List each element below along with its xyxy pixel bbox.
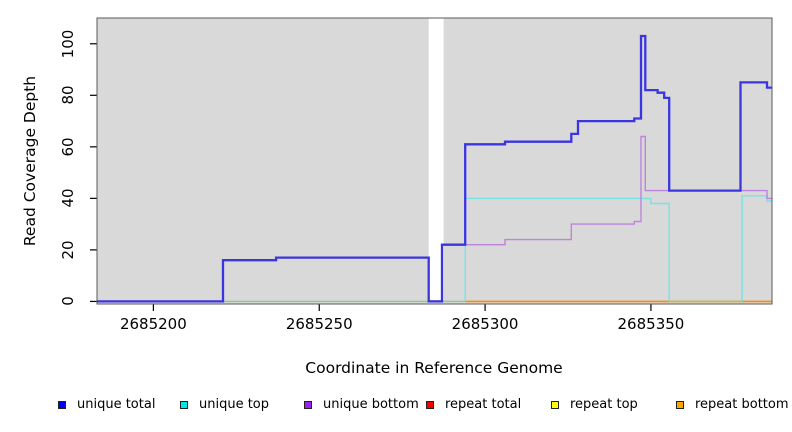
plot-border — [96, 17, 773, 305]
legend-item-unique-total: unique total — [58, 397, 155, 412]
legend-swatch-icon — [304, 400, 312, 409]
x-tick-label: 2685300 — [451, 315, 519, 333]
legend-swatch-icon — [58, 400, 66, 409]
legend-label: repeat bottom — [695, 397, 789, 412]
legend-item-unique-bottom: unique bottom — [304, 397, 419, 412]
x-tick-label: 2685250 — [285, 315, 353, 333]
legend-label: unique bottom — [323, 397, 419, 412]
y-tick-label: 80 — [59, 85, 77, 105]
coverage-gap-band — [428, 18, 444, 300]
y-tick-label: 100 — [59, 29, 77, 59]
legend-swatch-icon — [551, 400, 559, 409]
series-line-unique-total — [97, 34, 772, 303]
y-tick-label: 0 — [59, 296, 77, 307]
legend-swatch-icon — [180, 400, 188, 409]
legend-swatch-icon — [676, 400, 684, 409]
series-line-unique-bottom — [442, 135, 772, 246]
legend-label: unique total — [77, 397, 156, 412]
y-tick-label: 20 — [59, 240, 77, 260]
legend-swatch-icon — [426, 400, 434, 409]
legend-label: repeat top — [570, 397, 638, 412]
legend-label: unique top — [199, 397, 270, 412]
legend-item-unique-top: unique top — [180, 397, 269, 412]
legend-item-repeat-top: repeat top — [551, 397, 638, 412]
x-axis-title: Coordinate in Reference Genome — [305, 359, 563, 377]
y-axis-title: Read Coverage Depth — [21, 75, 39, 247]
x-tick-label: 2685350 — [617, 315, 685, 333]
legend-item-repeat-bottom: repeat bottom — [676, 397, 789, 412]
legend-item-repeat-total: repeat total — [426, 397, 521, 412]
legend-label: repeat total — [445, 397, 522, 412]
x-tick-label: 2685200 — [119, 315, 187, 333]
y-tick-label: 40 — [59, 188, 77, 208]
y-tick-label: 60 — [59, 137, 77, 157]
